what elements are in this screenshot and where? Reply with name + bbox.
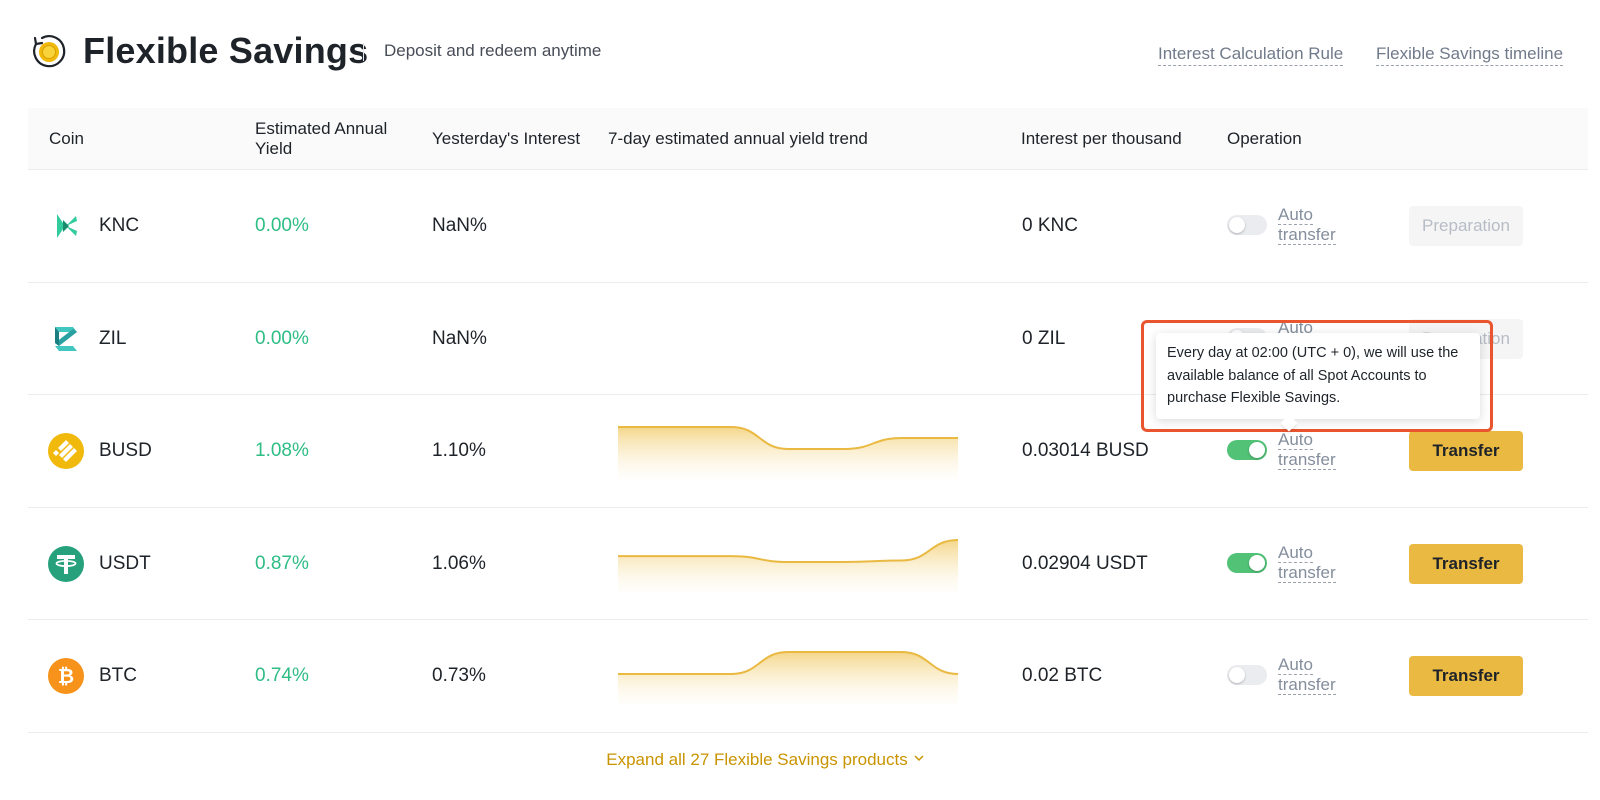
coin-name: BTC (99, 665, 137, 686)
transfer-button[interactable]: Transfer (1409, 431, 1523, 471)
coin-name: BUSD (99, 440, 152, 461)
table-row: BUSD 1.08% 1.10% 0.03014 BUSD Auto trans… (28, 395, 1588, 508)
auto-transfer-label-line1: Auto (1278, 430, 1313, 450)
svg-text:₿: ₿ (58, 664, 74, 688)
auto-transfer-tooltip: Every day at 02:00 (UTC + 0), we will us… (1156, 333, 1480, 419)
yield-trend-chart (618, 538, 958, 592)
auto-transfer-toggle[interactable] (1227, 665, 1267, 685)
knc-coin-icon (57, 214, 77, 238)
column-operation: Operation (1227, 129, 1302, 148)
auto-transfer-label-line1: Auto (1278, 542, 1313, 563)
yield-trend-line (618, 538, 958, 563)
apy-value: 1.08% (255, 440, 309, 461)
column-apy-line2: Yield (255, 139, 293, 158)
page-header: Flexible Savings Deposit and redeem anyt… (28, 24, 1588, 80)
yield-trend-area (618, 539, 958, 592)
page-subtitle: Deposit and redeem anytime (384, 41, 602, 60)
column-coin: Coin (49, 129, 84, 148)
auto-transfer-label-line1: Auto (1278, 205, 1313, 225)
yield-trend-line (618, 651, 958, 675)
table-row: USDT 0.87% 1.06% 0.02904 USDT Auto trans… (28, 508, 1588, 620)
column-apy-line1: Estimated Annual (255, 119, 388, 138)
toggle-knob (1229, 217, 1245, 233)
savings-table: Coin Estimated Annual Yield Yesterday's … (28, 108, 1588, 733)
auto-transfer-label[interactable]: Auto transfer (1278, 542, 1360, 583)
yield-trend-line (618, 426, 958, 450)
coin-name: USDT (99, 552, 151, 574)
zil-coin-icon (55, 326, 77, 351)
preparation-button[interactable]: Preparation (1409, 206, 1523, 246)
auto-transfer-label-line1: Auto (1278, 655, 1313, 675)
auto-transfer-label-line2: transfer (1278, 675, 1336, 695)
interest-per-thousand-value: 0.03014 BUSD (1022, 440, 1149, 461)
toggle-knob (1249, 554, 1265, 571)
yesterday-interest-value: 1.06% (432, 552, 486, 574)
coin-name: ZIL (99, 327, 127, 349)
auto-transfer-label[interactable]: Auto transfer (1278, 655, 1360, 695)
flexible-savings-timeline-link[interactable]: Flexible Savings timeline (1376, 44, 1564, 66)
interest-per-thousand-value: 0.02 BTC (1022, 665, 1103, 686)
auto-transfer-label[interactable]: Auto transfer (1278, 205, 1360, 245)
yesterday-interest-value: 0.73% (432, 665, 486, 686)
apy-value: 0.00% (255, 327, 309, 349)
yield-trend-chart (618, 651, 958, 704)
toggle-knob (1249, 442, 1265, 458)
yesterday-interest-value: 1.10% (432, 440, 486, 461)
auto-transfer-label-line2: transfer (1278, 225, 1336, 245)
auto-transfer-toggle[interactable] (1227, 440, 1267, 460)
yield-trend-area (618, 427, 958, 479)
table-row: KNC 0.00% NaN% 0 KNC Auto transfer Prepa… (28, 170, 1588, 283)
auto-transfer-label-line2: transfer (1278, 450, 1336, 470)
savings-logo-icon (33, 35, 66, 68)
toggle-knob (1229, 667, 1245, 683)
column-yesterday: Yesterday's Interest (432, 129, 581, 148)
interest-per-thousand-value: 0 ZIL (1022, 327, 1066, 349)
busd-coin-icon (48, 433, 84, 469)
apy-value: 0.87% (255, 552, 309, 574)
apy-value: 0.74% (255, 665, 309, 686)
auto-transfer-toggle[interactable] (1227, 552, 1267, 573)
auto-transfer-label[interactable]: Auto transfer (1278, 430, 1360, 470)
tooltip-highlight-frame (1141, 320, 1493, 432)
column-per-thousand: Interest per thousand (1021, 129, 1182, 148)
table-row: ₿ BTC 0.74% 0.73% 0.02 BTC Auto transfer… (28, 620, 1588, 733)
expand-products-link[interactable]: Expand all 27 Flexible Savings products (0, 750, 1560, 770)
btc-coin-icon: ₿ (48, 658, 84, 694)
page-title: Flexible Savings (83, 30, 369, 71)
transfer-button[interactable]: Transfer (1409, 543, 1523, 584)
chevron-down-icon (914, 755, 924, 762)
interest-per-thousand-value: 0.02904 USDT (1022, 552, 1148, 574)
transfer-button[interactable]: Transfer (1409, 656, 1523, 696)
column-apy: Estimated Annual Yield (255, 119, 387, 159)
auto-transfer-label-line2: transfer (1278, 562, 1336, 583)
interest-per-thousand-value: 0 KNC (1022, 215, 1078, 236)
column-trend: 7-day estimated annual yield trend (608, 129, 868, 148)
header-divider (363, 43, 364, 61)
yesterday-interest-value: NaN% (432, 215, 487, 236)
coin-name: KNC (99, 215, 140, 236)
yesterday-interest-value: NaN% (432, 327, 487, 349)
interest-calculation-rule-link[interactable]: Interest Calculation Rule (1158, 44, 1344, 66)
expand-products-label: Expand all 27 Flexible Savings products (606, 750, 908, 769)
table-header: Coin Estimated Annual Yield Yesterday's … (28, 108, 1588, 170)
apy-value: 0.00% (255, 215, 309, 236)
yield-trend-chart (618, 426, 958, 479)
yield-trend-area (618, 652, 958, 704)
auto-transfer-toggle[interactable] (1227, 215, 1267, 235)
usdt-coin-icon (48, 545, 84, 582)
